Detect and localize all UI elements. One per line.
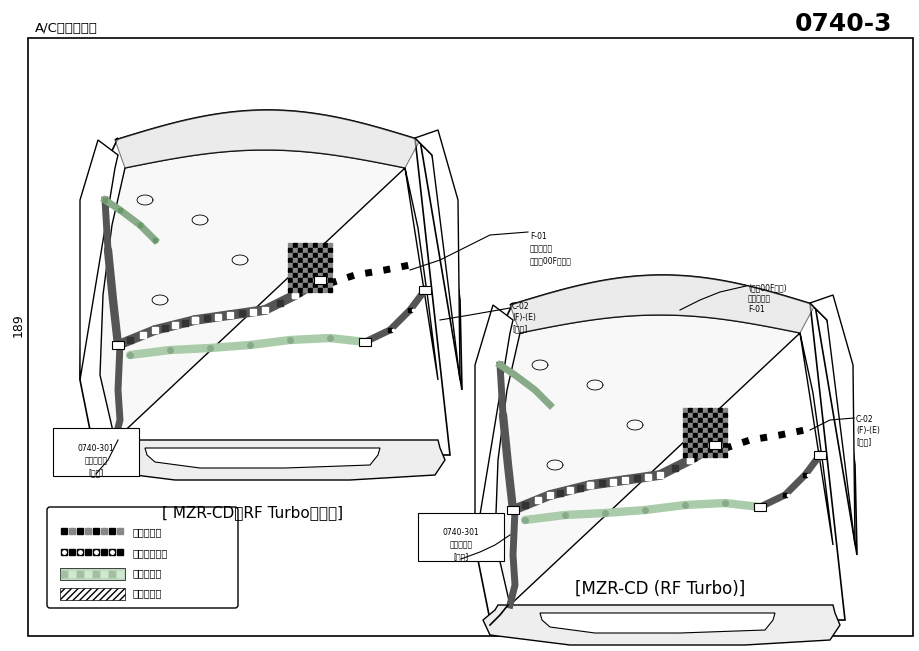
Polygon shape: [474, 305, 513, 545]
Text: (F)-(E): (F)-(E): [855, 426, 879, 435]
Bar: [60, 568, 125, 580]
Text: ：发动机线束: ：发动机线束: [133, 548, 168, 558]
Text: 0740-301: 0740-301: [77, 444, 114, 453]
Text: （参考00F部分）: （参考00F部分）: [529, 256, 572, 265]
Polygon shape: [509, 275, 814, 333]
Text: [灰色]: [灰色]: [512, 324, 527, 333]
Polygon shape: [809, 295, 854, 545]
Bar: [754, 503, 766, 511]
Polygon shape: [80, 140, 118, 380]
Text: 189: 189: [11, 313, 25, 337]
FancyBboxPatch shape: [417, 513, 504, 561]
Polygon shape: [539, 613, 774, 633]
Bar: [709, 441, 720, 449]
Text: C-02: C-02: [512, 302, 529, 311]
Bar: [313, 276, 325, 284]
Text: ：后端线束: ：后端线束: [133, 588, 162, 598]
Bar: [358, 338, 370, 346]
Polygon shape: [80, 110, 461, 455]
Bar: [112, 341, 124, 349]
Polygon shape: [494, 315, 832, 605]
Text: ：前端线束: ：前端线束: [133, 527, 162, 537]
Text: [ MZR-CD（RF Turbo）除外]: [ MZR-CD（RF Turbo）除外]: [163, 505, 343, 520]
Text: F-01: F-01: [747, 305, 764, 314]
Bar: [506, 506, 518, 514]
Bar: [813, 451, 825, 459]
Polygon shape: [115, 110, 420, 168]
Text: 电磁离合器: 电磁离合器: [449, 540, 472, 549]
Polygon shape: [100, 150, 437, 440]
Text: (参考00F部分): (参考00F部分): [747, 283, 786, 292]
Polygon shape: [482, 605, 839, 645]
Text: C-02: C-02: [855, 415, 873, 424]
Polygon shape: [474, 275, 857, 620]
Polygon shape: [145, 448, 380, 468]
Text: 主保险丝盒: 主保险丝盒: [529, 244, 552, 253]
Text: [灰色]: [灰色]: [88, 468, 104, 477]
Text: 0740-3: 0740-3: [794, 12, 891, 36]
Bar: [418, 286, 430, 294]
Text: 主保险丝盒: 主保险丝盒: [747, 294, 770, 303]
Text: ：喷射线束: ：喷射线束: [133, 568, 162, 578]
Text: A/C压缩机控制: A/C压缩机控制: [35, 22, 97, 35]
Text: (F)-(E): (F)-(E): [512, 313, 535, 322]
Polygon shape: [414, 130, 460, 380]
Text: F-01: F-01: [529, 232, 546, 241]
Text: [灰色]: [灰色]: [855, 437, 870, 446]
Text: 0740-301: 0740-301: [442, 528, 479, 537]
Text: [MZR-CD (RF Turbo)]: [MZR-CD (RF Turbo)]: [574, 580, 744, 598]
FancyBboxPatch shape: [47, 507, 238, 608]
Bar: [60, 588, 125, 600]
Polygon shape: [88, 440, 445, 480]
FancyBboxPatch shape: [53, 428, 139, 476]
Text: 电磁离合器: 电磁离合器: [85, 456, 108, 465]
Text: [灰色]: [灰色]: [453, 552, 468, 561]
